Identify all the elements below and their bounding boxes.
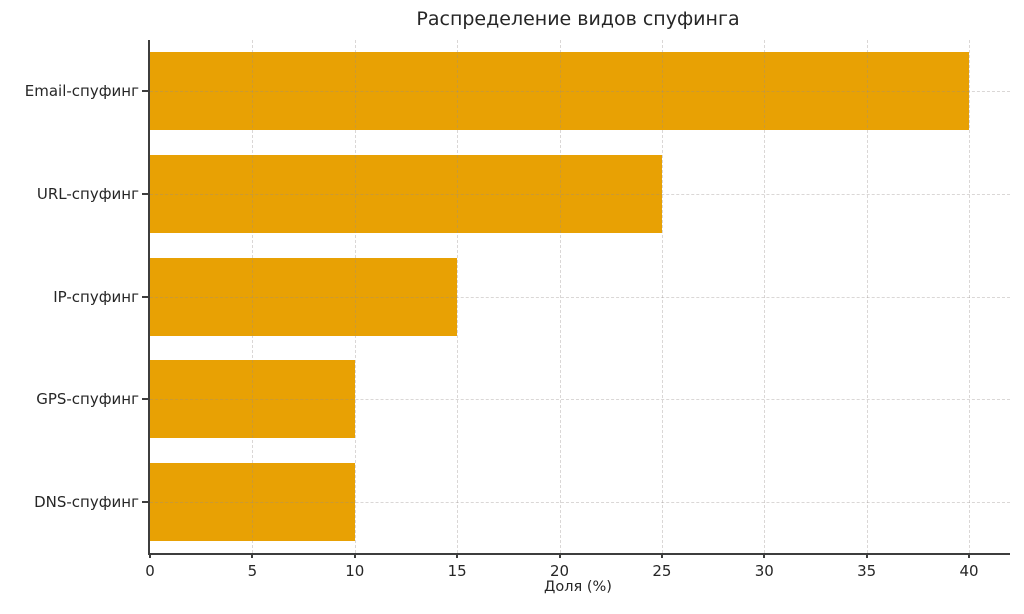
y-tick-label: IP-спуфинг xyxy=(53,287,139,306)
y-tick-mark xyxy=(142,500,148,503)
y-tick-label: Email-спуфинг xyxy=(24,82,139,101)
gridline-horizontal xyxy=(150,296,1010,298)
x-tick-label: 5 xyxy=(247,562,258,580)
y-tick-mark xyxy=(142,90,148,93)
y-tick-label: URL-спуфинг xyxy=(36,184,139,203)
y-tick-mark xyxy=(142,192,148,195)
chart-title: Распределение видов спуфинга xyxy=(416,8,740,30)
gridline-horizontal xyxy=(150,501,1010,503)
x-tick-label: 10 xyxy=(345,562,365,580)
plot-area: 0 5 10 15 20 25 30 35 40 Email-спуфинг URL-спуфинг… xyxy=(25,40,1010,580)
gridline-horizontal xyxy=(150,399,1010,401)
x-tick-label: 25 xyxy=(652,562,672,580)
bar-row-2 xyxy=(150,257,458,336)
x-tick-label: 15 xyxy=(447,562,467,580)
gridline-vertical xyxy=(661,40,663,553)
gridline-vertical xyxy=(764,40,766,553)
y-tick-mark xyxy=(142,398,148,401)
gridline-horizontal xyxy=(150,193,1010,195)
x-axis-label: Доля (%) xyxy=(544,579,612,595)
gridline-vertical xyxy=(559,40,561,553)
x-tick-label: 35 xyxy=(857,562,877,580)
x-tick-mark xyxy=(660,553,663,558)
gridline-vertical xyxy=(866,40,868,553)
x-tick-mark xyxy=(456,553,459,558)
gridline-vertical xyxy=(252,40,254,553)
gridline-horizontal xyxy=(150,91,1010,93)
bar-row-4 xyxy=(150,462,355,541)
x-tick-label: 40 xyxy=(959,562,979,580)
x-tick-mark xyxy=(149,553,151,558)
gridline-vertical xyxy=(457,40,459,553)
x-tick-mark xyxy=(968,553,971,558)
x-tick-label: 20 xyxy=(549,562,570,580)
x-tick-mark xyxy=(558,553,561,558)
x-tick-mark xyxy=(763,553,766,558)
x-tick-label: 30 xyxy=(754,562,774,580)
bar-row-3 xyxy=(150,360,355,439)
x-tick-mark xyxy=(865,553,868,558)
y-tick-mark xyxy=(142,295,148,298)
y-tick-label: GPS-спуфинг xyxy=(36,390,139,409)
x-tick-mark xyxy=(353,553,356,558)
x-tick-mark xyxy=(251,553,254,558)
x-tick-label: 0 xyxy=(145,562,155,580)
bar-row-0 xyxy=(150,52,970,131)
gridline-vertical xyxy=(354,40,356,553)
bar-row-1 xyxy=(150,154,662,233)
y-tick-label: DNS-спуфинг xyxy=(34,492,139,511)
gridline-vertical xyxy=(969,40,971,553)
